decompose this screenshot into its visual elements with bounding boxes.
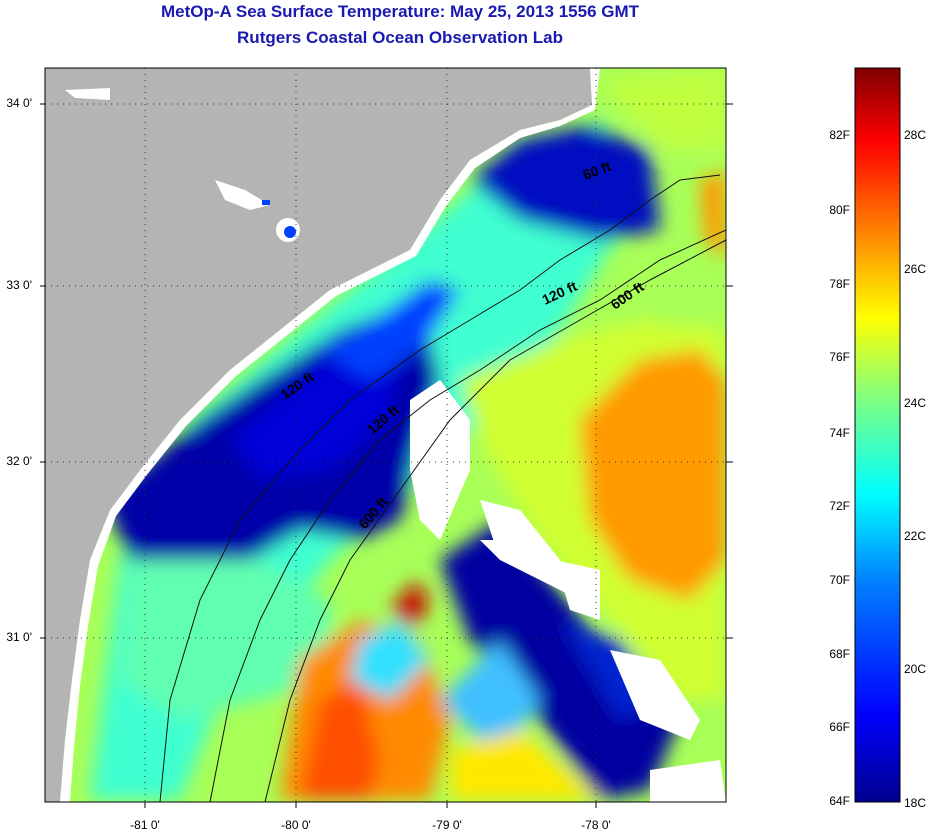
colorbar-f-label: 78F <box>829 277 850 291</box>
colorbar-c-label: 18C <box>904 796 927 810</box>
lon-label: -80 0' <box>281 818 311 832</box>
land-mass <box>45 68 592 802</box>
map-subtitle: Rutgers Coastal Ocean Observation Lab <box>237 28 563 47</box>
colorbar-f-label: 70F <box>829 573 850 587</box>
colorbar-f-label: 72F <box>829 499 850 513</box>
colorbar-c-label: 20C <box>904 662 927 676</box>
graticule <box>45 68 726 802</box>
colorbar-c-label: 22C <box>904 529 927 543</box>
colorbar-f-label: 68F <box>829 647 850 661</box>
sst-field <box>90 68 726 800</box>
lon-label: -81 0' <box>130 818 160 832</box>
colorbar-f-label: 80F <box>829 203 850 217</box>
no-data-patches <box>410 380 726 802</box>
colorbar-c-label: 24C <box>904 396 927 410</box>
map-title: MetOp-A Sea Surface Temperature: May 25,… <box>160 2 640 21</box>
lat-label: 34 0' <box>6 96 32 110</box>
lon-label: -79 0' <box>432 818 462 832</box>
colorbar-f-label: 64F <box>829 794 850 808</box>
lat-label: 33 0' <box>6 278 32 292</box>
colorbar <box>854 67 901 803</box>
colorbar-c-label: 26C <box>904 262 927 276</box>
lon-label: -78 0' <box>581 818 611 832</box>
colorbar-f-label: 66F <box>829 720 850 734</box>
lat-label: 32 0' <box>6 454 32 468</box>
lat-label: 31 0' <box>6 630 32 644</box>
colorbar-f-label: 76F <box>829 350 850 364</box>
plot-frame <box>44 67 727 803</box>
colorbar-c-label: 28C <box>904 128 927 142</box>
colorbar-f-label: 74F <box>829 426 850 440</box>
axis-ticks <box>40 103 733 808</box>
colorbar-f-label: 82F <box>829 128 850 142</box>
isobaths <box>159 174 726 802</box>
